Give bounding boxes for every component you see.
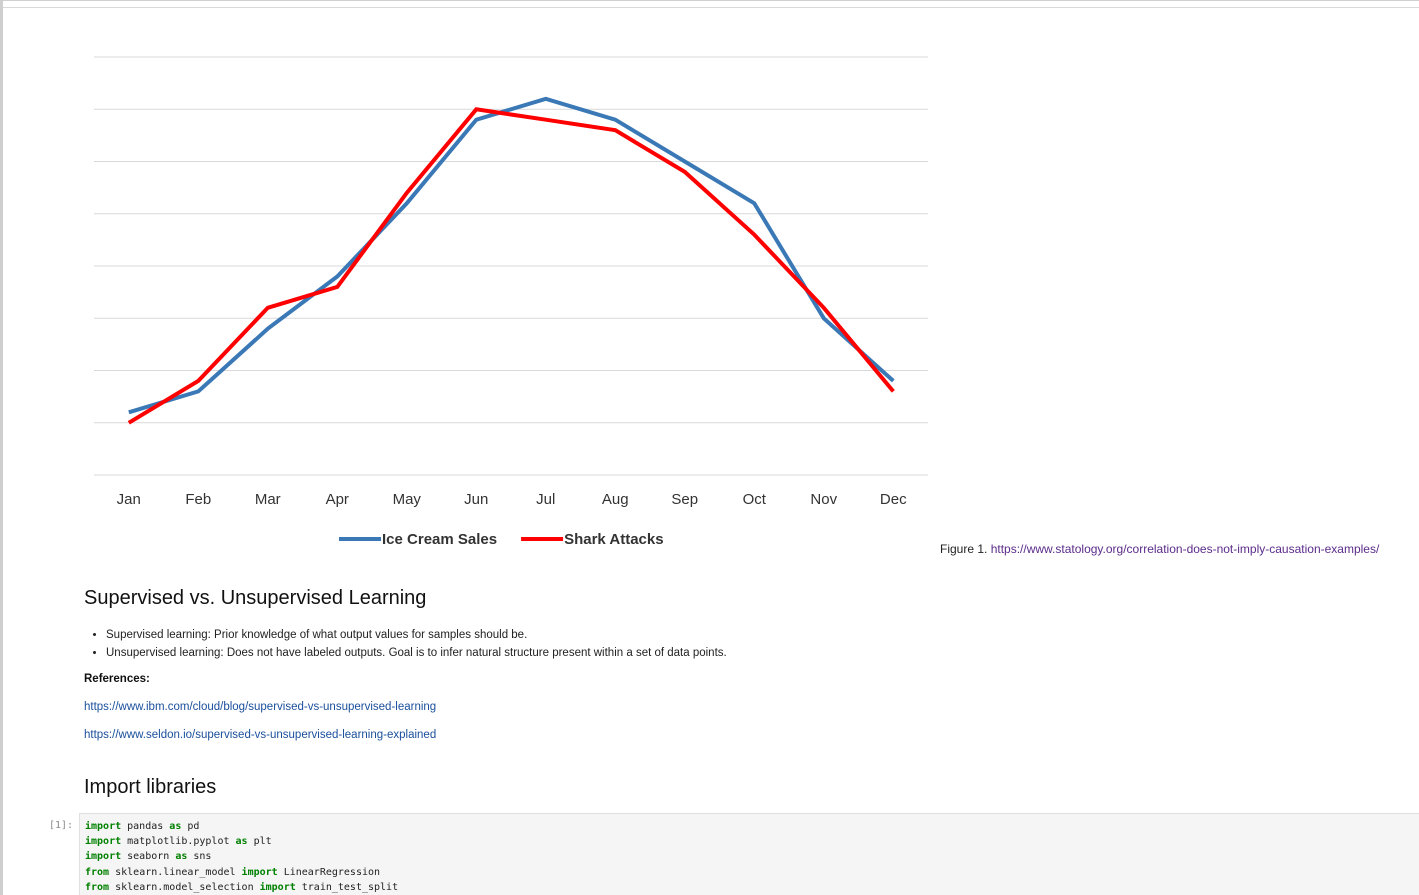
chart-series-line	[127, 107, 895, 425]
code-text: seaborn	[121, 851, 176, 863]
code-text: train_test_split	[295, 881, 399, 893]
code-line: import pandas as pd	[85, 819, 1419, 834]
code-keyword: import	[85, 851, 122, 863]
chart-x-tick-label: Mar	[255, 491, 281, 508]
bullet-list: Supervised learning: Prior knowledge of …	[84, 626, 1284, 662]
chart-x-tick-label: Jan	[117, 491, 141, 508]
line-chart: Jan Feb Mar Apr May Jun Jul Aug Sep Oct Nov Dec Ice…	[94, 56, 928, 548]
reference-link-seldon[interactable]: https://www.seldon.io/supervised-vs-unsu…	[84, 729, 437, 741]
list-item: Supervised learning: Prior knowledge of …	[106, 626, 1284, 644]
code-text: LinearRegression	[277, 866, 381, 878]
code-keyword: as	[235, 836, 248, 848]
code-line: from sklearn.model_selection import trai…	[85, 880, 1419, 895]
code-keyword: as	[169, 821, 182, 832]
code-text: pd	[181, 821, 200, 832]
chart-x-tick-label: May	[393, 491, 422, 508]
code-keyword: from	[85, 866, 110, 878]
figure-source-link[interactable]: https://www.statology.org/correlation-do…	[990, 542, 1380, 556]
chart-x-tick-label: Dec	[880, 491, 907, 508]
code-text: sns	[187, 851, 212, 863]
markdown-cell-supervised: Supervised vs. Unsupervised Learning Sup…	[84, 585, 1284, 741]
section-heading-import: Import libraries	[84, 776, 217, 798]
code-text: pandas	[121, 821, 170, 832]
code-keyword: import	[85, 836, 122, 848]
section-heading-supervised: Supervised vs. Unsupervised Learning	[84, 587, 427, 609]
figure-caption-prefix: Figure 1.	[940, 542, 991, 556]
chart-x-tick-label: Sep	[671, 491, 698, 508]
chart-x-tick-label: Apr	[326, 491, 349, 508]
reference-link-ibm[interactable]: https://www.ibm.com/cloud/blog/supervise…	[84, 701, 437, 713]
code-line: import seaborn as sns	[85, 849, 1419, 864]
code-line: from sklearn.linear_model import LinearR…	[85, 865, 1419, 880]
chart-x-tick-label: Nov	[810, 491, 837, 508]
code-cell[interactable]: [1]: import pandas as pd import matplotli…	[3, 813, 1419, 895]
code-text: matplotlib.pyplot	[121, 836, 236, 848]
code-text: sklearn.linear_model	[109, 866, 242, 878]
code-keyword: from	[85, 881, 110, 893]
references-label: References:	[84, 673, 150, 685]
legend-label: Ice Cream Sales	[382, 531, 497, 548]
chart-x-tick-label: Feb	[185, 491, 211, 508]
list-item: Unsupervised learning: Does not have lab…	[106, 644, 1284, 662]
chart-series	[127, 96, 895, 425]
top-divider	[3, 7, 1419, 8]
code-editor[interactable]: import pandas as pd import matplotlib.pyp…	[79, 813, 1419, 895]
chart-x-tick-label: Jul	[536, 491, 555, 508]
chart-x-tick-label: Oct	[743, 491, 767, 508]
code-line: import matplotlib.pyplot as plt	[85, 834, 1419, 849]
cell-prompt: [1]:	[49, 820, 74, 831]
chart-legend: Ice Cream Sales Shark Attacks	[339, 531, 664, 548]
chart-gridlines	[94, 56, 928, 476]
chart-x-ticks: Jan Feb Mar Apr May Jun Jul Aug Sep Oct Nov Dec	[117, 491, 907, 508]
code-keyword: import	[259, 881, 296, 893]
chart-series-line	[128, 96, 895, 415]
figure-caption: Figure 1. https://www.statology.org/corr…	[940, 542, 1379, 556]
code-keyword: import	[241, 866, 278, 878]
legend-label: Shark Attacks	[564, 531, 664, 548]
code-text: sklearn.model_selection	[109, 881, 260, 893]
code-keyword: import	[85, 821, 122, 832]
chart-x-tick-label: Jun	[464, 491, 488, 508]
chart-x-tick-label: Aug	[602, 491, 629, 508]
code-text: plt	[247, 836, 272, 848]
code-keyword: as	[175, 851, 188, 863]
